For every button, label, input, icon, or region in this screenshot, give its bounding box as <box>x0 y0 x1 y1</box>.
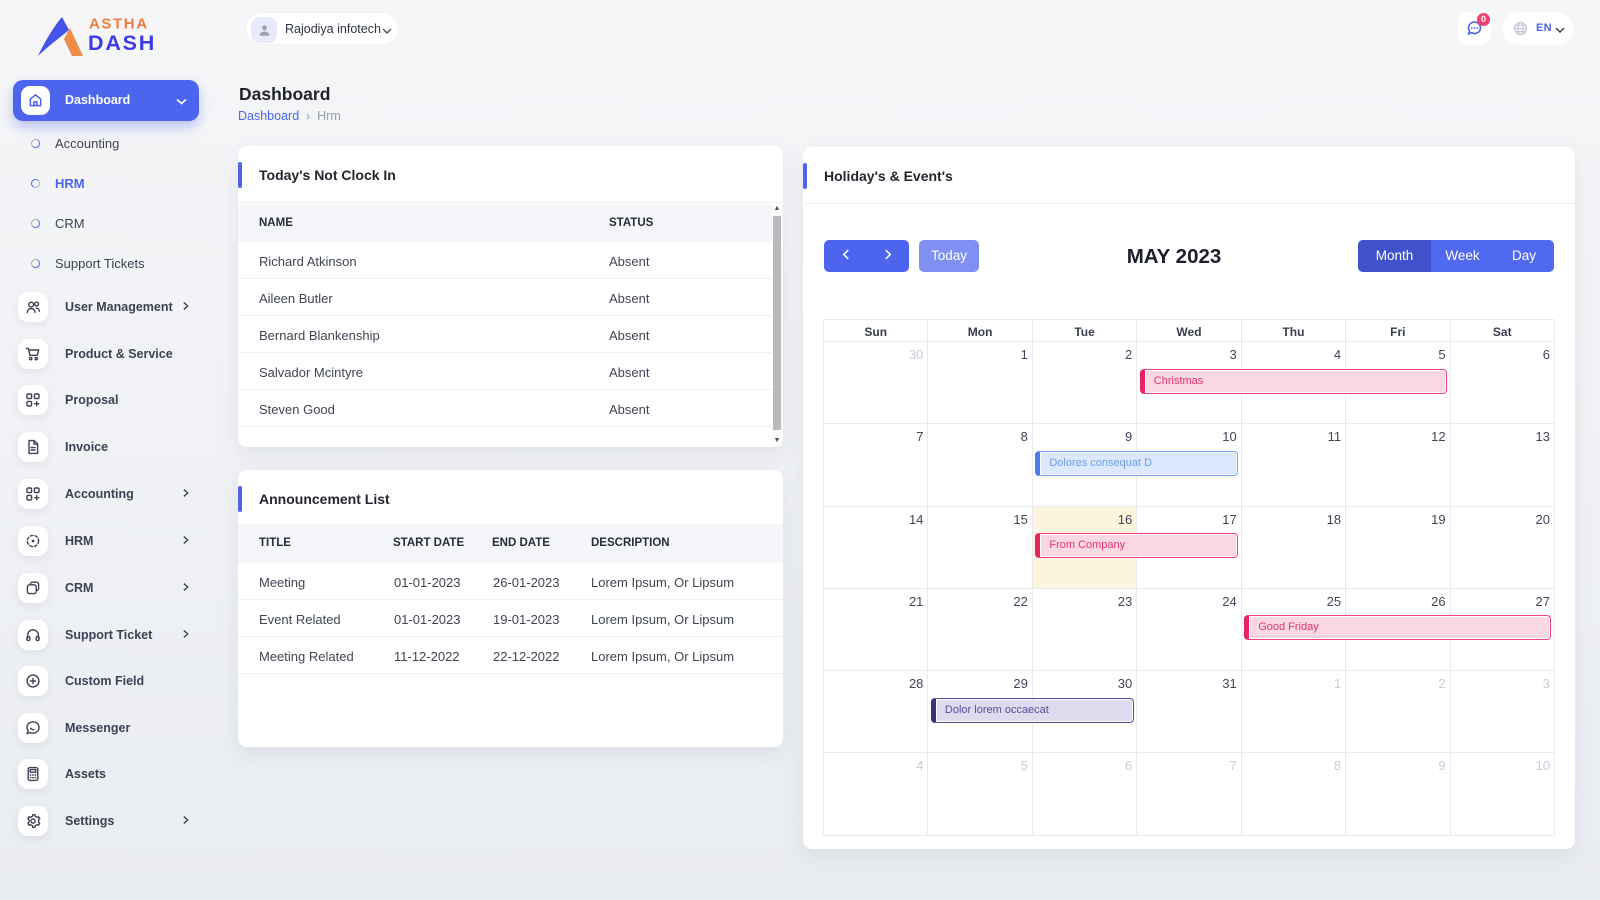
svg-text:ASTHA: ASTHA <box>89 16 149 33</box>
svg-text:DASH: DASH <box>88 31 156 55</box>
